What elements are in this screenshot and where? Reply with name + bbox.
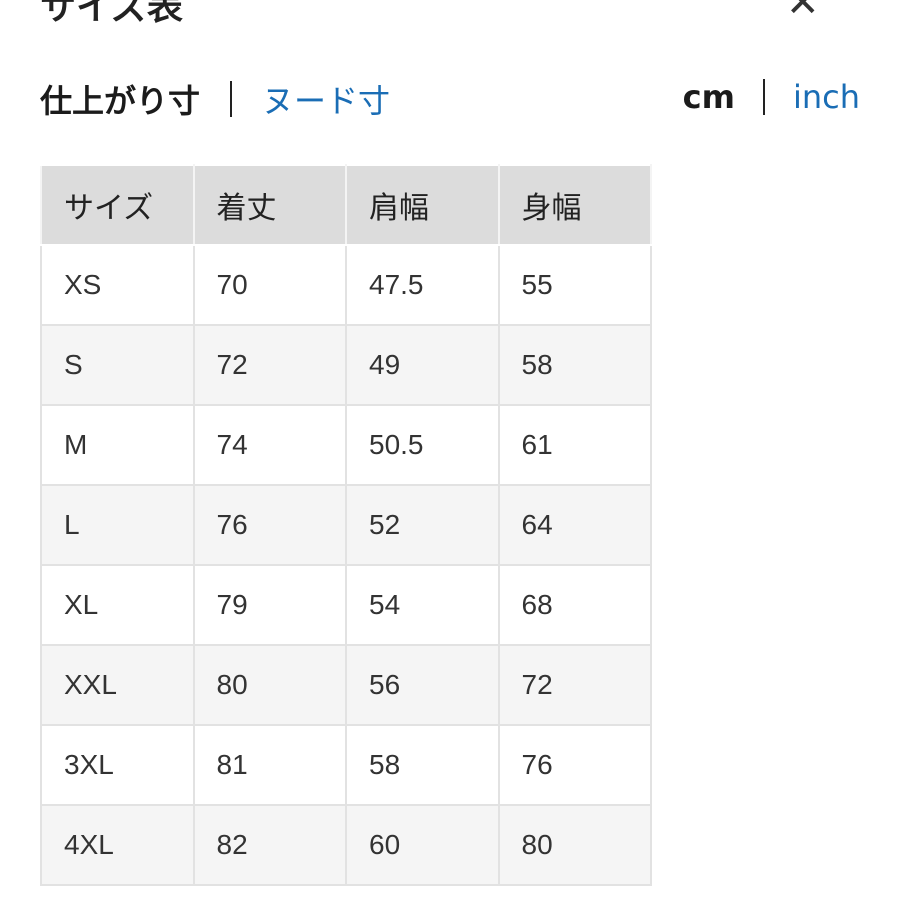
column-header: 着丈 bbox=[192, 164, 347, 246]
table-cell: 80 bbox=[497, 804, 652, 886]
table-header-row: サイズ 着丈 肩幅 身幅 bbox=[40, 164, 652, 246]
unit-toggle: cm inch bbox=[683, 78, 860, 116]
tab-nude[interactable]: ヌード寸 bbox=[262, 82, 391, 120]
unit-inch[interactable]: inch bbox=[792, 78, 860, 116]
table-row: M 74 50.5 61 bbox=[40, 404, 652, 486]
table-cell: 4XL bbox=[40, 804, 195, 886]
table-cell: 55 bbox=[497, 244, 652, 326]
divider bbox=[762, 79, 765, 115]
table-cell: 52 bbox=[345, 484, 500, 566]
table-cell: 79 bbox=[192, 564, 347, 646]
table-cell: 82 bbox=[192, 804, 347, 886]
table-cell: 80 bbox=[192, 644, 347, 726]
table-cell: 58 bbox=[497, 324, 652, 406]
close-icon[interactable]: ✕ bbox=[786, 0, 820, 26]
table-cell: 64 bbox=[497, 484, 652, 566]
table-cell: 81 bbox=[192, 724, 347, 806]
table-row: XXL 80 56 72 bbox=[40, 644, 652, 726]
table-row: XS 70 47.5 55 bbox=[40, 244, 652, 326]
table-row: 4XL 82 60 80 bbox=[40, 804, 652, 886]
table-row: S 72 49 58 bbox=[40, 324, 652, 406]
table-cell: 74 bbox=[192, 404, 347, 486]
table-cell: 76 bbox=[497, 724, 652, 806]
table-cell: 56 bbox=[345, 644, 500, 726]
table-cell: 58 bbox=[345, 724, 500, 806]
table-cell: 54 bbox=[345, 564, 500, 646]
table-cell: 76 bbox=[192, 484, 347, 566]
table-cell: XL bbox=[40, 564, 195, 646]
table-cell: XXL bbox=[40, 644, 195, 726]
page-title: サイズ表 bbox=[40, 0, 183, 28]
table-cell: 72 bbox=[192, 324, 347, 406]
table-cell: 72 bbox=[497, 644, 652, 726]
table-cell: 49 bbox=[345, 324, 500, 406]
table-row: XL 79 54 68 bbox=[40, 564, 652, 646]
table-cell: L bbox=[40, 484, 195, 566]
table-cell: S bbox=[40, 324, 195, 406]
table-cell: 47.5 bbox=[345, 244, 500, 326]
column-header: 肩幅 bbox=[345, 164, 500, 246]
divider bbox=[230, 81, 233, 117]
measurement-tabs: 仕上がり寸 ヌード寸 bbox=[40, 76, 390, 122]
size-table: サイズ 着丈 肩幅 身幅 XS 70 47.5 55 S 72 49 58 M 74 50.5 61 L 76 5… bbox=[40, 164, 652, 886]
table-cell: 50.5 bbox=[345, 404, 500, 486]
table-row: 3XL 81 58 76 bbox=[40, 724, 652, 806]
table-cell: M bbox=[40, 404, 195, 486]
table-cell: 3XL bbox=[40, 724, 195, 806]
tab-finished[interactable]: 仕上がり寸 bbox=[40, 82, 201, 120]
table-cell: 60 bbox=[345, 804, 500, 886]
unit-cm[interactable]: cm bbox=[682, 78, 735, 116]
table-row: L 76 52 64 bbox=[40, 484, 652, 566]
column-header: サイズ bbox=[40, 164, 195, 246]
table-cell: 70 bbox=[192, 244, 347, 326]
table-cell: XS bbox=[40, 244, 195, 326]
column-header: 身幅 bbox=[497, 164, 652, 246]
table-cell: 68 bbox=[497, 564, 652, 646]
table-cell: 61 bbox=[497, 404, 652, 486]
